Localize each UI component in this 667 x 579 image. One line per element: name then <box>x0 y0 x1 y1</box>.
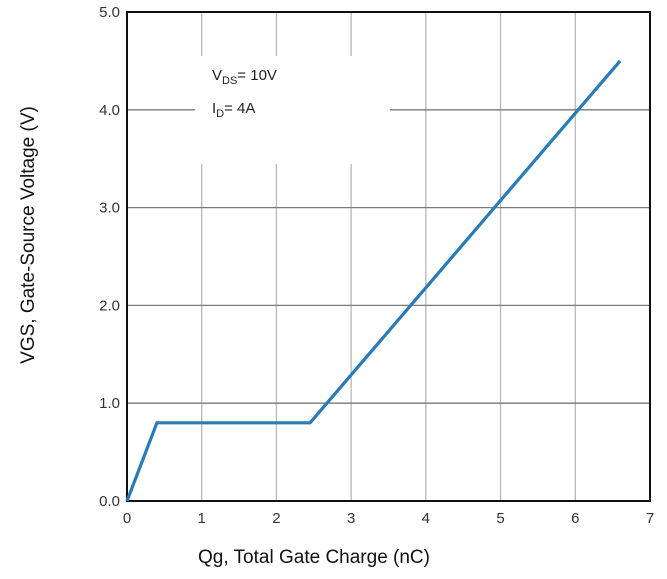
x-tick-label: 4 <box>422 510 430 527</box>
x-tick-label: 3 <box>347 510 355 527</box>
x-tick-label: 1 <box>198 510 206 527</box>
y-tick-label: 5.0 <box>99 4 120 21</box>
x-tick-label: 7 <box>646 510 654 527</box>
y-tick-label: 0.0 <box>99 493 120 510</box>
annotation-vds-rest: = 10V <box>237 67 277 84</box>
tick-labels: 0 1 2 3 4 5 6 7 0.0 1.0 2.0 3.0 4.0 5.0 <box>99 4 654 527</box>
annotation-vds-main: V <box>212 67 222 84</box>
annotation-background <box>195 56 390 164</box>
series-line <box>125 59 622 502</box>
x-tick-label: 5 <box>496 510 504 527</box>
plot-frame <box>126 11 651 502</box>
y-tick-label: 3.0 <box>99 200 120 217</box>
x-tick-label: 2 <box>272 510 280 527</box>
x-tick-label: 0 <box>123 510 131 527</box>
y-tick-label: 2.0 <box>99 297 120 314</box>
x-axis-title: Qg, Total Gate Charge (nC) <box>198 547 430 568</box>
annotation-id-rest: = 4A <box>224 100 255 117</box>
annotation-vds-sub: DS <box>222 75 237 87</box>
y-tick-label: 1.0 <box>99 395 120 412</box>
annotation-id: ID= 4A <box>212 100 255 120</box>
y-axis-title: VGS, Gate-Source Voltage (V) <box>18 106 39 364</box>
y-tick-label: 4.0 <box>99 102 120 119</box>
annotation-id-main: I <box>212 100 216 117</box>
annotation-id-sub: D <box>216 108 224 120</box>
series-group <box>125 59 622 502</box>
annotation-vds: VDS= 10V <box>212 67 277 87</box>
x-tick-label: 6 <box>571 510 579 527</box>
